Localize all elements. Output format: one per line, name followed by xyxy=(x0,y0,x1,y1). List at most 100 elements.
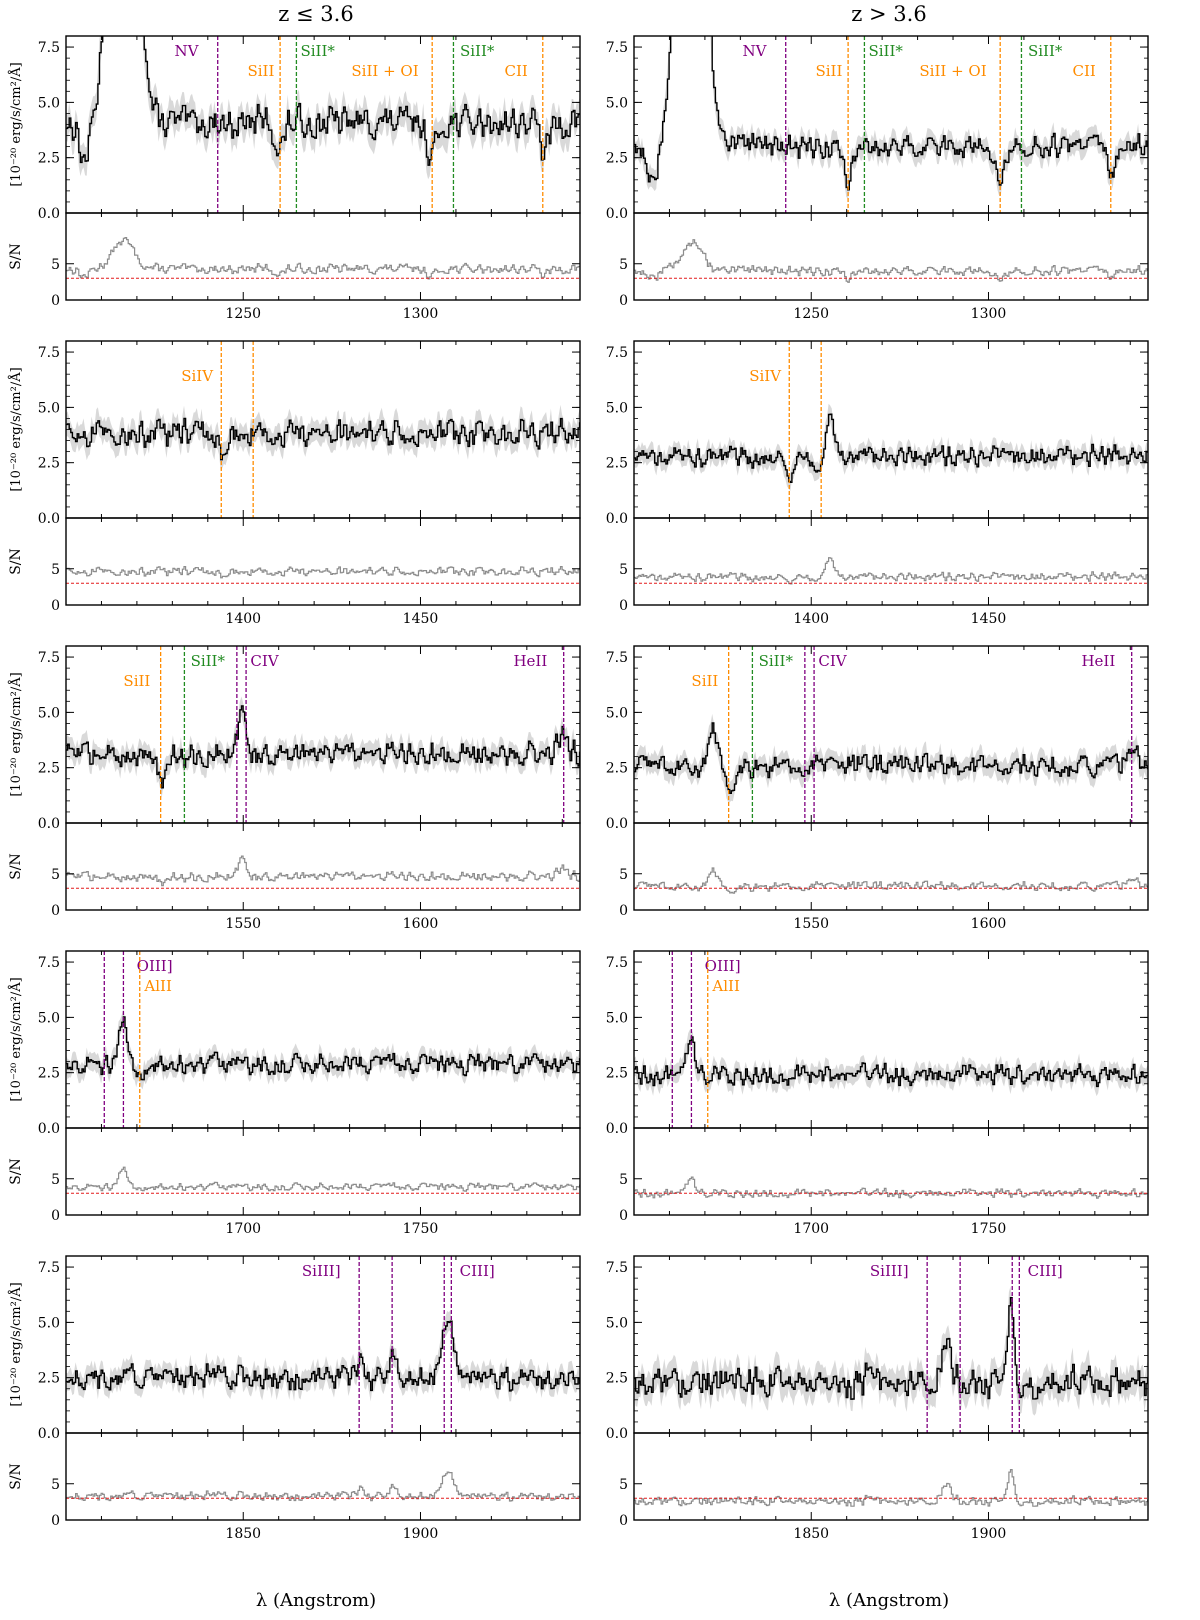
flux-uncertainty-band xyxy=(66,1310,580,1402)
flux-uncertainty-band xyxy=(634,1286,1148,1416)
sn-axes-frame xyxy=(65,1127,581,1216)
flux-y-tick-label: 5.0 xyxy=(606,705,628,721)
sn-axes-frame xyxy=(65,1432,581,1521)
sn-y-tick-label: 0 xyxy=(619,293,628,309)
flux-y-tick-label: 0.0 xyxy=(606,1121,628,1137)
sn-series-line xyxy=(66,1471,580,1502)
sn-axes-frame xyxy=(633,212,1149,301)
x-tick-label: 1900 xyxy=(971,1526,1007,1542)
sn-series-line xyxy=(66,566,580,579)
line-label: NV xyxy=(175,42,200,60)
sn-axes-frame xyxy=(633,1432,1149,1521)
flux-y-tick-label: 7.5 xyxy=(606,955,628,971)
sn-series-line xyxy=(66,1166,580,1192)
flux-uncertainty-band xyxy=(634,403,1148,492)
flux-y-tick-label: 2.5 xyxy=(38,151,60,167)
flux-y-tick-label: 5.0 xyxy=(606,400,628,416)
flux-y-axis-label: [10⁻²⁰ erg/s/cm²/Å] xyxy=(8,367,24,491)
sn-y-tick-label: 5 xyxy=(51,562,60,578)
sn-y-tick-label: 5 xyxy=(51,257,60,273)
flux-y-tick-label: 0.0 xyxy=(38,1121,60,1137)
line-label: CII xyxy=(505,62,528,80)
x-tick-label: 1250 xyxy=(225,306,261,322)
flux-y-tick-label: 0.0 xyxy=(38,1426,60,1442)
panel-high-z-row-1: NV SiII SiII* SiII + OI SiII* CII 1250 1300 0.0 2… xyxy=(606,35,1149,322)
line-label: SiIII] xyxy=(302,1262,341,1280)
flux-uncertainty-band xyxy=(66,1008,580,1090)
flux-y-tick-label: 7.5 xyxy=(38,955,60,971)
x-tick-label: 1450 xyxy=(971,611,1007,627)
flux-y-tick-label: 7.5 xyxy=(38,1260,60,1276)
flux-series-line xyxy=(634,36,1148,191)
x-tick-label: 1300 xyxy=(971,306,1007,322)
flux-uncertainty-band xyxy=(66,696,580,798)
flux-y-tick-label: 5.0 xyxy=(38,1315,60,1331)
flux-axes-frame xyxy=(633,340,1149,519)
flux-y-tick-label: 5.0 xyxy=(606,1315,628,1331)
sn-y-axis-label: S/N xyxy=(8,243,24,270)
flux-series-line xyxy=(634,1297,1148,1400)
flux-axes-frame xyxy=(65,1255,581,1434)
line-label: CII xyxy=(1073,62,1096,80)
x-tick-label: 1450 xyxy=(403,611,439,627)
x-tick-label: 1600 xyxy=(971,916,1007,932)
line-label: SiII + OI xyxy=(351,62,418,80)
line-label: SiII* xyxy=(1028,42,1063,60)
panel-high-z-row-3: SiII SiII* CIV HeII 1550 1600 0.0 2.5 5.0 7.5 0 5 xyxy=(606,645,1149,932)
flux-y-tick-label: 7.5 xyxy=(606,345,628,361)
x-tick-label: 1300 xyxy=(403,306,439,322)
panel-low-z-row-1: NV SiII SiII* SiII + OI SiII* CII 1250 1300 0.0 2… xyxy=(8,35,581,322)
flux-y-tick-label: 2.5 xyxy=(38,761,60,777)
flux-y-tick-label: 5.0 xyxy=(38,1010,60,1026)
sn-series-line xyxy=(66,855,580,887)
x-tick-label: 1750 xyxy=(971,1221,1007,1237)
flux-uncertainty-band xyxy=(634,36,1148,200)
line-label: AlII xyxy=(711,977,740,995)
flux-y-tick-label: 2.5 xyxy=(38,456,60,472)
sn-axes-frame xyxy=(65,822,581,911)
flux-y-tick-label: 2.5 xyxy=(606,456,628,472)
line-label: SiII* xyxy=(759,652,794,670)
x-tick-label: 1850 xyxy=(793,1526,829,1542)
flux-y-tick-label: 7.5 xyxy=(606,1260,628,1276)
sn-series-line xyxy=(634,1469,1148,1507)
panel-low-z-row-4: OIII] AlII 1700 1750 0.0 2.5 5.0 7.5 0 5 [10⁻²⁰ er… xyxy=(8,950,581,1237)
flux-y-tick-label: 2.5 xyxy=(606,1371,628,1387)
sn-axes-frame xyxy=(633,1127,1149,1216)
line-label: SiII* xyxy=(300,42,335,60)
flux-y-tick-label: 5.0 xyxy=(606,1010,628,1026)
sn-y-tick-label: 5 xyxy=(51,1477,60,1493)
flux-series-line xyxy=(66,36,580,166)
sn-y-tick-label: 0 xyxy=(619,598,628,614)
flux-y-axis-label: [10⁻²⁰ erg/s/cm²/Å] xyxy=(8,672,24,796)
flux-y-tick-label: 2.5 xyxy=(606,1066,628,1082)
line-label: SiIV xyxy=(181,367,214,385)
flux-axes-frame xyxy=(633,950,1149,1129)
flux-series-line xyxy=(66,705,580,789)
sn-y-tick-label: 0 xyxy=(51,1513,60,1529)
sn-axes-frame xyxy=(65,517,581,606)
flux-uncertainty-band xyxy=(66,36,580,180)
flux-y-tick-label: 0.0 xyxy=(38,511,60,527)
flux-y-tick-label: 7.5 xyxy=(606,650,628,666)
sn-axes-frame xyxy=(65,212,581,301)
flux-y-tick-label: 0.0 xyxy=(38,206,60,222)
x-tick-label: 1750 xyxy=(403,1221,439,1237)
sn-series-line xyxy=(634,557,1148,585)
line-label: SiII xyxy=(815,62,842,80)
sn-series-line xyxy=(66,237,580,280)
flux-y-axis-label: [10⁻²⁰ erg/s/cm²/Å] xyxy=(8,62,24,186)
panel-high-z-row-4: OIII] AlII 1700 1750 0.0 2.5 5.0 7.5 0 5 xyxy=(606,950,1149,1237)
sn-series-line xyxy=(634,867,1148,894)
line-label: SiIV xyxy=(749,367,782,385)
x-tick-label: 1700 xyxy=(793,1221,829,1237)
line-label: SiII* xyxy=(460,42,495,60)
flux-y-tick-label: 0.0 xyxy=(38,816,60,832)
line-label: SiIII] xyxy=(870,1262,909,1280)
line-label: SiII* xyxy=(191,652,226,670)
flux-y-tick-label: 0.0 xyxy=(606,1426,628,1442)
sn-y-tick-label: 5 xyxy=(51,867,60,883)
sn-y-tick-label: 5 xyxy=(619,1477,628,1493)
